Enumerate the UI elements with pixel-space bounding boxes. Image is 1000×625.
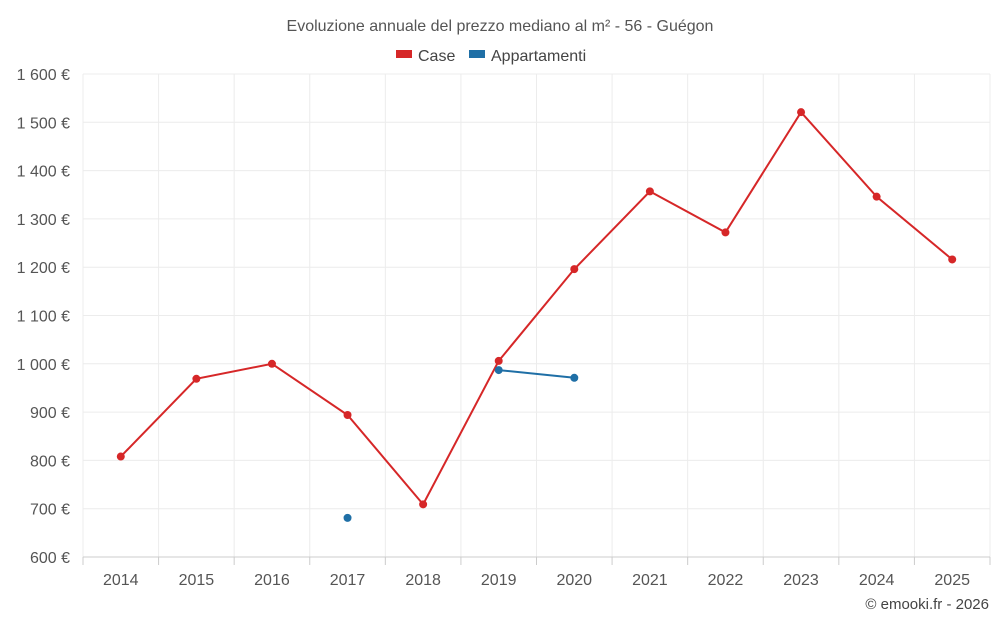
y-tick-label: 1 500 €: [17, 115, 70, 132]
x-tick-label: 2024: [859, 572, 895, 589]
y-tick-label: 1 300 €: [17, 212, 70, 229]
legend-swatch-appartamenti: [469, 50, 485, 58]
data-point-case[interactable]: [797, 108, 806, 117]
y-tick-label: 700 €: [30, 502, 70, 519]
y-tick-label: 600 €: [30, 550, 70, 567]
x-tick-label: 2014: [103, 572, 139, 589]
data-point-case[interactable]: [116, 452, 125, 461]
x-tick-label: 2022: [708, 572, 744, 589]
x-tick-label: 2021: [632, 572, 668, 589]
y-tick-label: 1 200 €: [17, 260, 70, 277]
data-point-case[interactable]: [343, 410, 352, 419]
data-point-case[interactable]: [721, 228, 730, 237]
x-tick-label: 2025: [934, 572, 970, 589]
y-tick-label: 1 100 €: [17, 309, 70, 326]
x-tick-label: 2018: [405, 572, 441, 589]
data-point-appartamenti[interactable]: [343, 513, 352, 522]
legend-label-appartamenti[interactable]: Appartamenti: [491, 48, 586, 65]
credit: © emooki.fr - 2026: [865, 596, 989, 613]
legend-swatch-case: [396, 50, 412, 58]
data-point-case[interactable]: [192, 374, 201, 383]
data-point-case[interactable]: [570, 265, 579, 274]
data-point-case[interactable]: [267, 359, 276, 368]
y-tick-label: 1 400 €: [17, 164, 70, 181]
x-axis: 2014 2015 2016 2017 2018 2019 2020 2021 2022 2023…: [82, 556, 991, 589]
x-tick-label: 2023: [783, 572, 819, 589]
data-point-case[interactable]: [419, 500, 428, 509]
data-point-case[interactable]: [948, 255, 957, 264]
y-tick-label: 1 600 €: [17, 67, 70, 84]
x-tick-label: 2020: [556, 572, 592, 589]
y-tick-label: 900 €: [30, 405, 70, 422]
series-layer: [116, 108, 957, 522]
data-point-case[interactable]: [645, 187, 654, 196]
y-tick-label: 800 €: [30, 453, 70, 470]
legend[interactable]: Case Appartamenti: [396, 48, 586, 65]
chart-title: Evoluzione annuale del prezzo mediano al…: [287, 18, 714, 35]
data-point-case[interactable]: [872, 192, 881, 201]
legend-label-case[interactable]: Case: [418, 48, 455, 65]
y-tick-label: 1 000 €: [17, 357, 70, 374]
x-tick-label: 2017: [330, 572, 366, 589]
y-axis: 600 € 700 € 800 € 900 € 1 000 € 1 100 € 1 200 …: [17, 67, 70, 567]
x-tick-label: 2016: [254, 572, 290, 589]
data-point-appartamenti[interactable]: [494, 366, 503, 375]
series-line-case: [120, 110, 953, 507]
series-line-appartamenti: [498, 369, 575, 379]
x-tick-label: 2015: [179, 572, 215, 589]
data-point-case[interactable]: [494, 356, 503, 365]
x-tick-label: 2019: [481, 572, 517, 589]
data-point-appartamenti[interactable]: [570, 373, 579, 382]
